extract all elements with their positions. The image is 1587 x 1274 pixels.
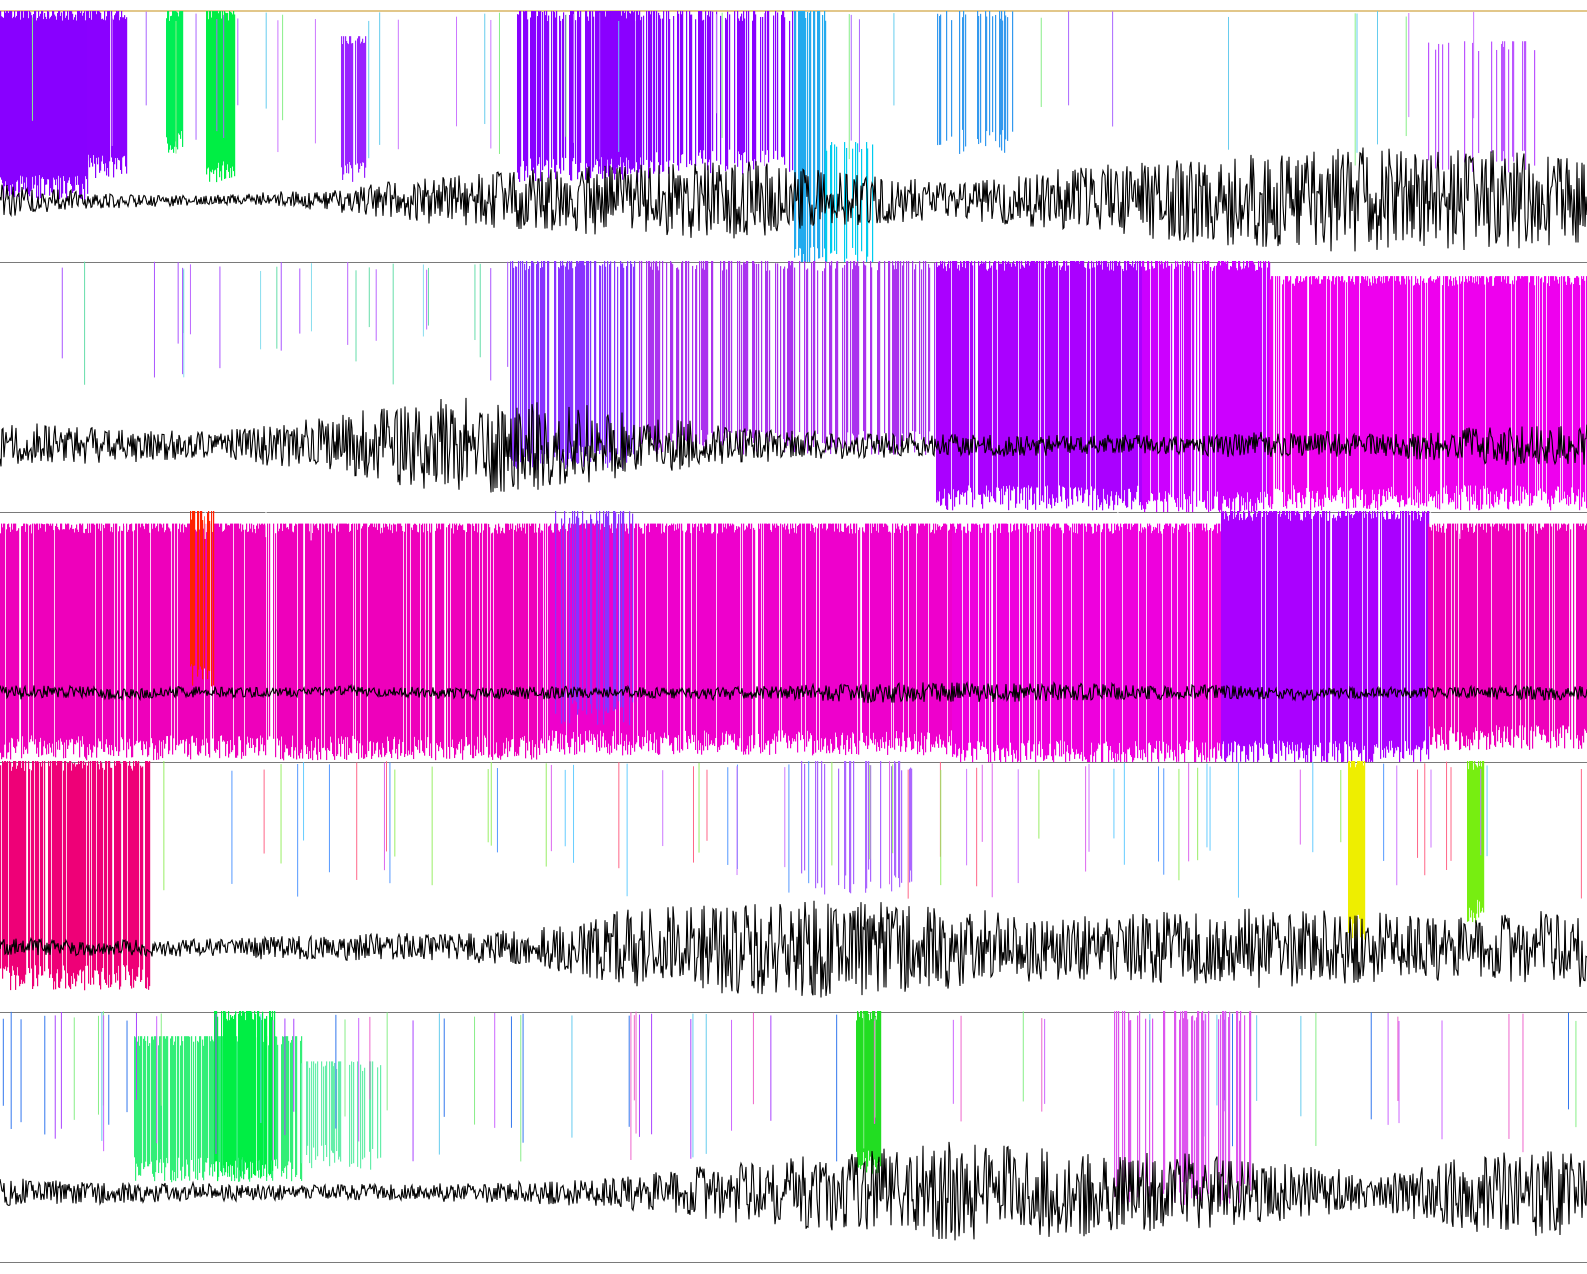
track-3[interactable]	[0, 511, 1587, 763]
track-5[interactable]	[0, 1011, 1587, 1263]
track-3-bars	[0, 511, 1587, 762]
track-4-bars	[0, 761, 1582, 991]
track-5-signal-trace	[0, 1141, 1587, 1241]
track-1-plot	[0, 11, 1587, 262]
track-2-bars	[61, 261, 1587, 512]
track-1[interactable]	[0, 11, 1587, 263]
track-3-signal-trace	[0, 681, 1587, 704]
track-3-plot	[0, 511, 1587, 762]
track-4-plot	[0, 761, 1587, 998]
track-1-bars	[0, 11, 1536, 262]
track-2-plot	[0, 261, 1587, 512]
track-5-plot	[0, 1011, 1587, 1241]
viewer-top-border	[0, 0, 1587, 12]
track-2-signal-trace	[0, 397, 1587, 493]
track-4-signal-trace	[0, 900, 1587, 998]
track-1-signal-trace	[0, 147, 1587, 252]
track-4[interactable]	[0, 761, 1587, 1013]
track-list	[0, 11, 1587, 1274]
track-2[interactable]	[0, 261, 1587, 513]
track-5-bars	[2, 1011, 1577, 1205]
